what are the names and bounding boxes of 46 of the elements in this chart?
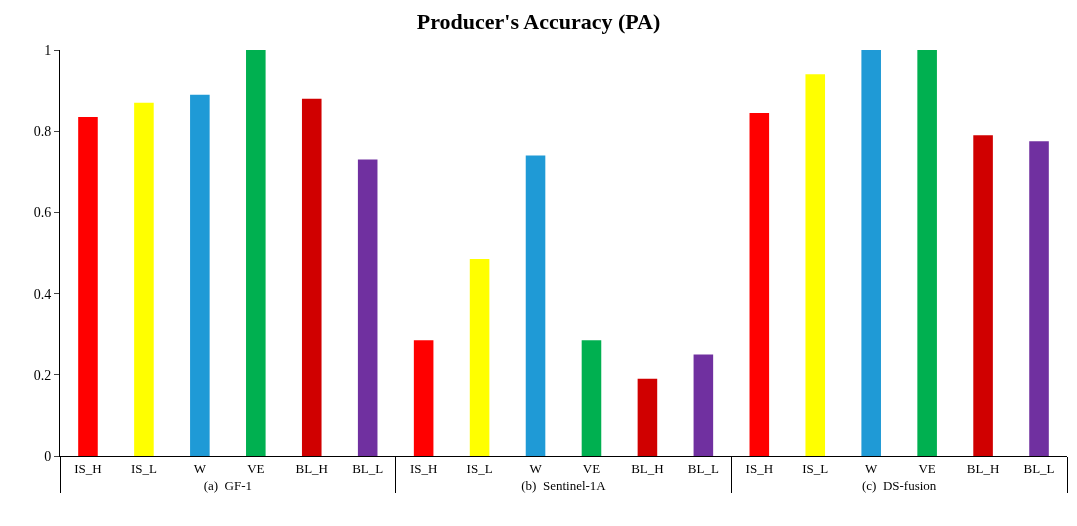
bar <box>749 112 770 456</box>
bar <box>581 340 602 456</box>
x-tick-label: W <box>193 460 207 476</box>
bar <box>693 354 714 456</box>
y-tick-label: 0.8 <box>33 124 52 140</box>
bar <box>805 74 826 456</box>
x-tick-label: VE <box>582 460 601 476</box>
x-tick-label: W <box>865 460 879 476</box>
x-tick-label: IS_L <box>130 460 157 476</box>
bar <box>917 50 937 456</box>
x-tick-label: IS_H <box>745 460 774 476</box>
bar <box>190 94 210 456</box>
x-tick-label: VE <box>247 460 265 476</box>
x-tick-label: IS_H <box>409 460 438 476</box>
y-tick-label: 1 <box>44 42 52 58</box>
y-tick-label: 0.2 <box>33 367 52 383</box>
x-tick-label: VE <box>918 460 936 476</box>
x-tick-label: IS_H <box>74 460 102 476</box>
bar <box>357 159 378 456</box>
bar <box>861 50 881 456</box>
bar <box>469 259 490 456</box>
x-tick-label: BL_L <box>352 460 384 476</box>
x-tick-label: IS_L <box>802 460 829 476</box>
x-tick-label: BL_H <box>966 460 1000 476</box>
bar <box>525 155 546 456</box>
text: (b) Sentinel-1A <box>521 477 607 493</box>
y-tick-label: 0 <box>44 448 52 464</box>
bar <box>246 50 266 456</box>
x-tick-label: BL_H <box>631 460 664 476</box>
bar <box>1029 141 1049 456</box>
bar <box>134 102 154 456</box>
bar <box>637 378 658 456</box>
text: (c) DS-fusion <box>861 477 937 493</box>
x-tick-label: IS_L <box>466 460 493 476</box>
y-tick-label: 0.6 <box>33 205 52 221</box>
bar <box>973 135 993 456</box>
bar <box>78 116 98 456</box>
text: (a) GF-1 <box>203 477 253 493</box>
x-tick-label: BL_L <box>687 460 719 476</box>
x-tick-label: BL_H <box>295 460 328 476</box>
x-tick-label: BL_L <box>1023 460 1055 476</box>
y-tick-label: 0.4 <box>33 286 52 302</box>
bar <box>413 340 434 456</box>
bar <box>301 98 322 456</box>
x-tick-label: W <box>529 460 543 476</box>
chart-title: Producer's Accuracy (PA) <box>416 8 661 34</box>
